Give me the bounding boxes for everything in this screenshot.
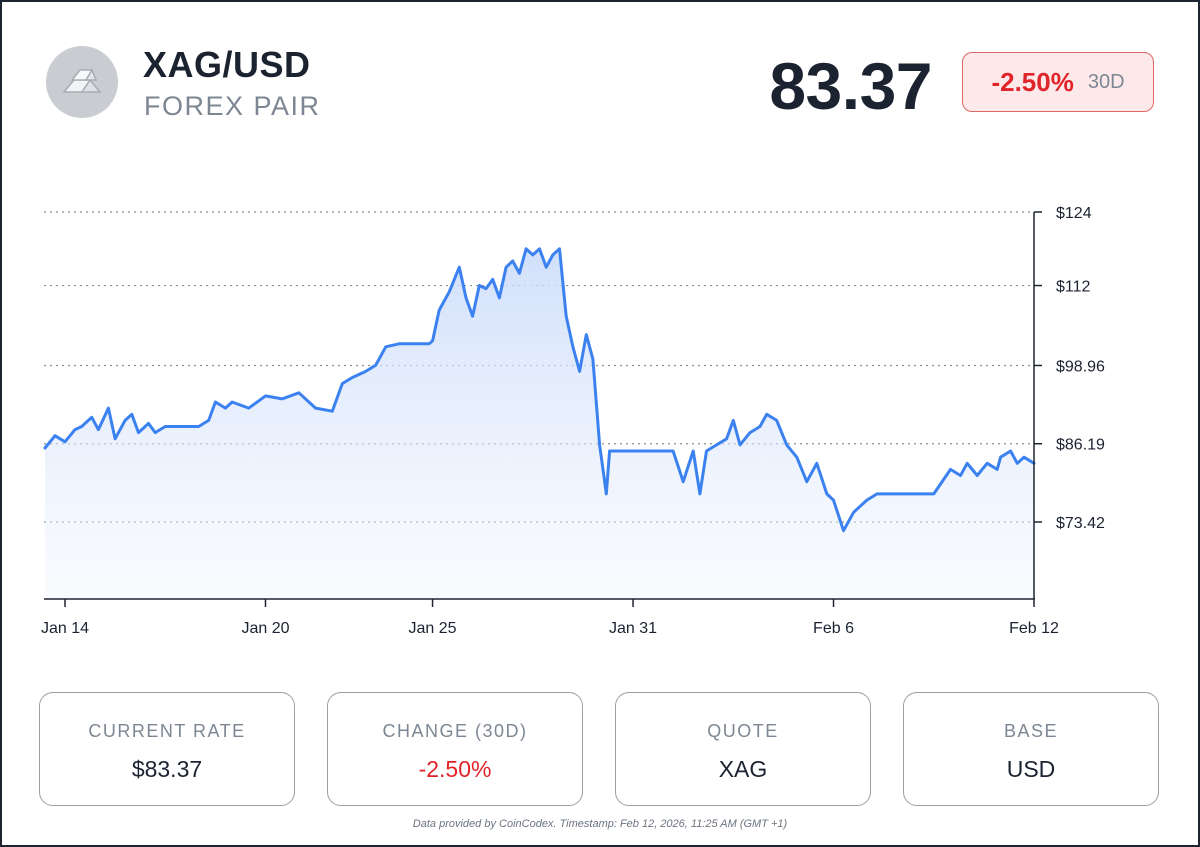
card-value: XAG [718, 756, 768, 782]
y-tick-label: $124 [1056, 205, 1092, 222]
price-line [43, 247, 1036, 533]
x-tick-label: Jan 14 [41, 620, 89, 637]
card-value: -2.50% [418, 756, 492, 782]
x-axis-ticks: Jan 14 Jan 20 Jan 25 Jan 31 Feb 6 Feb 12 [41, 599, 1059, 637]
change-card: CHANGE (30D) -2.50% [327, 692, 583, 806]
card-label: QUOTE [707, 721, 779, 741]
quote-card: QUOTE XAG [615, 692, 871, 806]
x-tick-label: Jan 20 [241, 620, 289, 637]
change-period: 30D [1087, 70, 1125, 93]
x-tick-label: Feb 6 [813, 620, 854, 637]
x-tick-label: Feb 12 [1009, 620, 1059, 637]
change-badge: -2.50% 30D [962, 52, 1154, 112]
y-axis-ticks: $124 $112 $98.96 $86.19 $73.42 [1034, 205, 1105, 532]
price-area [45, 248, 1034, 600]
pair-title: XAG/USD [143, 44, 311, 85]
card-label: BASE [1003, 721, 1059, 741]
x-tick-label: Jan 25 [409, 620, 457, 637]
base-card: BASE USD [903, 692, 1159, 806]
card-value: $83.37 [131, 756, 203, 782]
pair-subtitle: FOREX PAIR [144, 91, 321, 121]
pair-logo [46, 46, 118, 118]
y-tick-label: $112 [1056, 279, 1091, 296]
card-label: CURRENT RATE [88, 721, 246, 741]
current-rate-card: CURRENT RATE $83.37 [39, 692, 295, 806]
card-value: USD [1006, 756, 1056, 782]
x-tick-label: Jan 31 [609, 620, 657, 637]
y-tick-label: $98.96 [1056, 358, 1105, 375]
price-chart: $124$112$98.96$86.19$73.42 Jan 14 Jan 20 J… [41, 205, 1105, 637]
current-price: 83.37 [769, 49, 932, 123]
data-attribution: Data provided by CoinCodex. Timestamp: F… [412, 818, 788, 830]
change-percent: -2.50% [991, 66, 1074, 97]
card-label: CHANGE (30D) [382, 721, 528, 741]
y-tick-label: $73.42 [1056, 515, 1105, 532]
y-tick-label: $86.19 [1056, 437, 1105, 454]
silver-bars-icon [62, 68, 102, 93]
